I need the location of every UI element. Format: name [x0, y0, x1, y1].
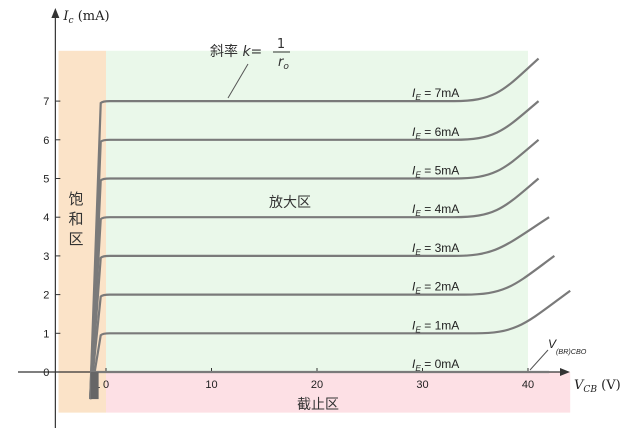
curve-ie-4: [89, 177, 540, 400]
x-tick-label-40: 40: [522, 379, 534, 391]
breakdown-voltage-label: V(BR)CBO: [548, 337, 587, 356]
active-region-label: 放大区: [269, 195, 311, 211]
curve-ie-1: [89, 289, 571, 400]
curves: [89, 57, 571, 400]
curve-label-ie-4: IE = 4mA: [412, 202, 459, 218]
y-axis-label: Ic (mA): [62, 9, 109, 26]
curve-label-ie-6: IE = 6mA: [412, 125, 459, 141]
x-axis-arrow: [560, 368, 570, 376]
saturation-label-2: 区: [68, 230, 83, 248]
y-tick-label-3: 3: [43, 251, 49, 263]
curve-label-ie-1: IE = 1mA: [412, 318, 459, 334]
y-tick-label-1: 1: [43, 328, 49, 340]
curve-label-ie-0: IE = 0mA: [412, 357, 459, 373]
slope-denominator: ro: [278, 55, 289, 72]
y-tick-label-2: 2: [43, 290, 49, 302]
x-tick-label-20: 20: [311, 379, 323, 391]
saturation-band: [90, 372, 99, 400]
curve-label-ie-3: IE = 3mA: [412, 241, 459, 257]
labels: IE = 0mA IE = 1mA IE = 2mA IE = 3mA IE = 4mA…: [68, 37, 586, 413]
regions: [58, 50, 571, 413]
y-tick-label-7: 7: [43, 96, 49, 108]
x-axis-label: VCB (V): [574, 378, 621, 395]
x-tick-label-10: 10: [205, 379, 217, 391]
y-tick-label-0: 0: [43, 367, 49, 379]
x-tick-label-0: 0: [103, 379, 109, 391]
curve-label-ie-7: IE = 7mA: [412, 86, 459, 102]
curve-ie-6: [89, 100, 540, 400]
y-axis-arrow: [51, 8, 60, 18]
cutoff-region: [106, 372, 571, 413]
cutoff-region-label: 截止区: [297, 397, 339, 413]
slope-pointer: [227, 63, 249, 99]
slope-annotation: 斜率 k=: [210, 43, 262, 60]
curve-ie-3: [89, 216, 550, 400]
curve-ie-5: [89, 138, 540, 400]
slope-numerator: 1: [277, 37, 285, 52]
curve-label-ie-2: IE = 2mA: [412, 280, 459, 296]
curve-ie-2: [89, 255, 556, 400]
saturation-label-0: 饱: [68, 190, 83, 208]
breakdown-pointer: [529, 349, 549, 371]
y-tick-label-6: 6: [43, 135, 49, 147]
active-region: [106, 50, 528, 372]
y-tick-label-5: 5: [43, 174, 49, 186]
x-tick-label-30: 30: [416, 379, 428, 391]
saturation-label-1: 和: [68, 210, 83, 228]
y-tick-label-4: 4: [43, 212, 49, 224]
curve-label-ie-5: IE = 5mA: [412, 164, 459, 180]
curve-ie-7: [89, 57, 540, 400]
